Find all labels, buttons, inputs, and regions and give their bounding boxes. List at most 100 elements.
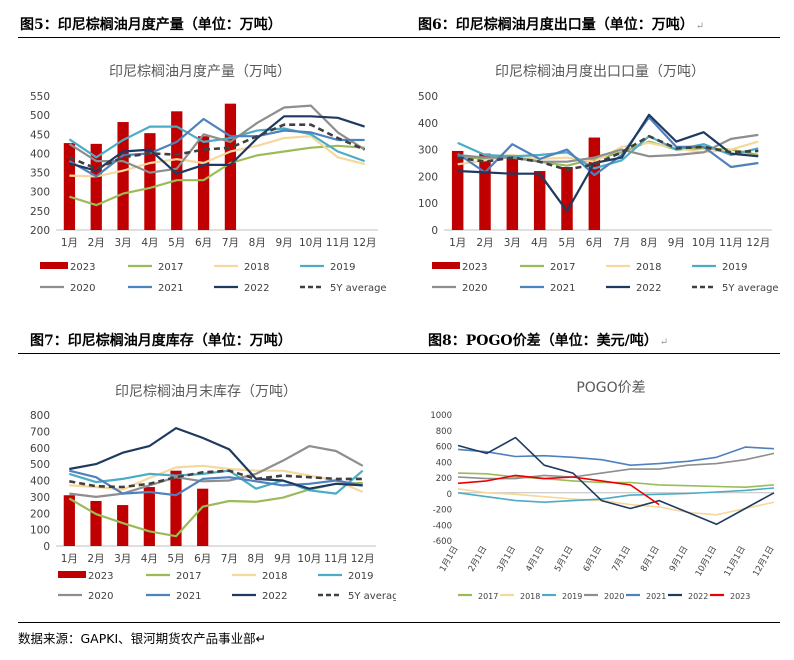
x-tick-label: 1月 [61, 553, 78, 565]
legend-label: 2023 [730, 592, 750, 601]
chart-title: POGO价差 [576, 380, 645, 396]
bar-2023 [224, 103, 237, 230]
bar-2023 [561, 167, 573, 230]
legend-label: 2021 [176, 591, 201, 602]
legend-label: 2020 [604, 592, 624, 601]
x-tick-label: 9月 [668, 237, 685, 249]
y-tick-label: 400 [30, 148, 50, 160]
bar-2023 [63, 495, 75, 546]
bar-2023 [90, 500, 102, 546]
y-tick-label: 800 [436, 427, 452, 437]
x-tick-label: 9月 [274, 553, 291, 565]
figure-6-title: 图6：印尼棕榈油月度出口量（单位：万吨） ↵ [418, 17, 705, 33]
legend-label: 2017 [176, 571, 201, 582]
bar-2023 [143, 487, 155, 546]
mid-rule [18, 353, 780, 354]
x-tick-label: 2月 [88, 237, 105, 249]
series-line-2020 [457, 452, 775, 480]
bar-2023 [506, 156, 519, 230]
series-line-2019 [457, 487, 775, 503]
y-tick-label: 600 [30, 443, 50, 455]
x-tick-label: 5月 [167, 553, 184, 565]
bar-2023 [451, 150, 464, 230]
figure-7-title: 图7：印尼棕榈油月度库存（单位：万吨） [30, 333, 292, 349]
x-tick-label: 12月 [351, 553, 375, 565]
series-line-2018 [457, 488, 775, 516]
legend-label: 2022 [262, 591, 287, 602]
x-tick-label: 8月 [247, 553, 264, 565]
series-line-2022 [457, 113, 759, 213]
x-tick-label: 3月 [114, 553, 131, 565]
series-line-2020 [69, 445, 364, 498]
x-tick-label: 10月 [692, 237, 716, 249]
series-line-2022 [69, 115, 365, 175]
x-tick-label: 6月 [194, 553, 211, 565]
y-tick-label: 350 [30, 168, 50, 180]
legend-label: 2018 [262, 571, 287, 582]
x-tick-label: 4月 [141, 237, 158, 249]
legend-label: 2021 [646, 592, 666, 601]
y-tick-label: 0 [431, 225, 438, 237]
bar-2023 [63, 143, 76, 230]
x-tick-label: 2月1日 [467, 545, 490, 574]
x-tick-label: 9月1日 [668, 545, 691, 574]
y-tick-label: 400 [30, 476, 50, 488]
stock-chart: 印尼棕榈油月末库存（万吨） 0 100 200 300 400 500 600 700 800 1月… [30, 384, 396, 602]
y-tick-label: 200 [30, 508, 50, 520]
x-tick-label: 10月 [299, 237, 323, 249]
x-tick-label: 2月 [87, 553, 104, 565]
bottom-rule [18, 622, 780, 623]
x-tick-label: 1月1日 [438, 545, 461, 574]
y-tick-label: 100 [30, 525, 50, 537]
legend-label: 2023 [70, 262, 95, 273]
legend-label: 5Y average [348, 591, 396, 602]
chart-title: 印尼棕榈油月度产量（万吨） [109, 64, 291, 80]
bar-2023 [117, 122, 129, 230]
y-tick-label: 500 [418, 91, 438, 103]
legend-label: 2019 [348, 571, 373, 582]
x-tick-label: 7月 [613, 237, 630, 249]
legend-label: 2017 [478, 592, 498, 601]
legend-swatch [40, 262, 68, 269]
pogo-chart: POGO价差 -600 -400 -200 0 200 400 600 800 1000 1月1日 2… [430, 380, 776, 601]
x-tick-label: 5月1日 [553, 545, 576, 574]
y-tick-label: 600 [436, 443, 452, 453]
series-line-2018 [69, 135, 365, 178]
figure-5-title: 图5：印尼棕榈油月度产量（单位：万吨） [20, 17, 282, 33]
x-tick-label: 5月 [168, 237, 185, 249]
y-tick-label: 400 [418, 118, 438, 130]
x-tick-label: 4月 [531, 237, 548, 249]
top-rule [18, 37, 780, 38]
bar-2023 [117, 505, 129, 546]
series-line-2021 [457, 116, 759, 177]
bar-2023 [144, 133, 156, 230]
y-tick-label: 0 [447, 490, 452, 500]
legend-label: 2023 [462, 262, 487, 273]
legend-swatch [432, 262, 460, 269]
legend-label: 2019 [330, 262, 355, 273]
production-chart: 印尼棕榈油月度产量（万吨） 200 250 300 350 400 450 500 550 1月 2… [30, 64, 387, 294]
legend-swatch [58, 571, 86, 578]
x-tick-label: 4月 [141, 553, 158, 565]
x-tick-label: 3月 [114, 237, 131, 249]
chart-title: 印尼棕榈油月末库存（万吨） [115, 384, 297, 400]
legend-label: 2018 [520, 592, 540, 601]
y-tick-label: 700 [30, 426, 50, 438]
x-tick-label: 12月 [746, 237, 770, 249]
bar-2023 [197, 488, 209, 546]
legend-label: 2022 [688, 592, 708, 601]
x-tick-label: 11月 [719, 237, 743, 249]
x-tick-label: 11月 [324, 553, 348, 565]
y-tick-label: -600 [433, 537, 452, 547]
x-tick-label: 6月1日 [582, 545, 605, 574]
legend-label: 5Y average [722, 283, 779, 294]
x-tick-label: 11月1日 [723, 545, 748, 579]
y-tick-label: 800 [30, 410, 50, 422]
legend-label: 2019 [562, 592, 582, 601]
legend-label: 2021 [550, 283, 575, 294]
series-line-2018 [69, 464, 364, 494]
export-chart: 印尼棕榈油月度出口口量（万吨） 0 100 200 300 400 500 1月 2月 3月 4月 5… [418, 64, 779, 294]
y-tick-label: 300 [418, 145, 438, 157]
x-tick-label: 12月 [353, 237, 377, 249]
legend-label: 2021 [158, 283, 183, 294]
